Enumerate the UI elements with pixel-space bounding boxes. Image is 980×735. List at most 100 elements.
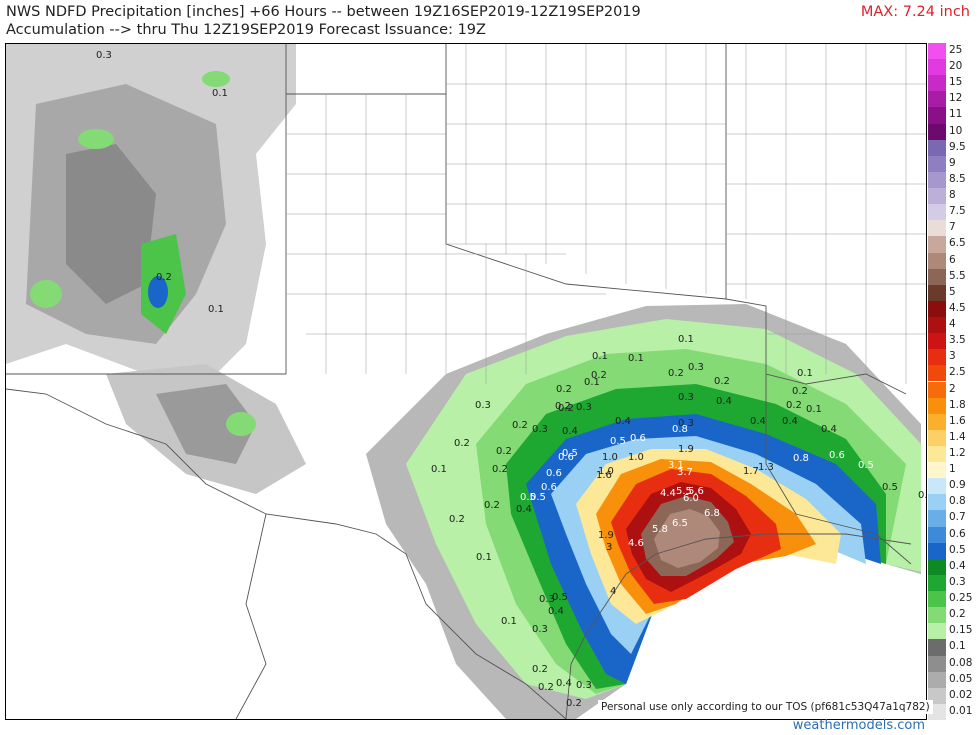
county-grid <box>286 44 926 384</box>
legend-swatch <box>928 300 946 317</box>
legend-swatch <box>928 252 946 269</box>
legend-swatch <box>928 188 946 205</box>
legend-entry: 0.5 <box>928 542 976 559</box>
precip-value-label: 0.2 <box>512 420 528 431</box>
legend-entry: 12 <box>928 91 976 108</box>
legend-swatch <box>928 139 946 156</box>
precip-value-label: 0.3 <box>539 594 555 605</box>
legend-swatch <box>928 445 946 463</box>
legend-swatch <box>928 268 946 285</box>
legend-swatch <box>928 526 946 543</box>
precip-value-label: 1.9 <box>678 444 694 455</box>
legend-entry: 6.5 <box>928 236 976 253</box>
legend-entry: 0.15 <box>928 623 976 640</box>
legend-label: 2 <box>949 382 956 395</box>
legend-swatch <box>928 429 946 446</box>
precipitation-map: 0.3 0.1 0.2 0.1 0.1 0.1 0.1 0.2 0.3 0.1 0.2 0.1 0.2 0… <box>5 43 927 720</box>
precip-value-label: 0.5 <box>562 448 578 459</box>
legend-entry: 25 <box>928 43 976 60</box>
legend-swatch <box>928 317 946 334</box>
legend-entry: 0.6 <box>928 526 976 543</box>
legend-swatch <box>928 478 946 495</box>
precip-value-label: 0.3 <box>96 50 112 61</box>
legend-entry: 4 <box>928 317 976 334</box>
precip-value-label: 0.1 <box>592 351 608 362</box>
precip-value-label: 0.2 <box>591 370 607 381</box>
legend-entry: 0.9 <box>928 478 976 495</box>
legend-label: 12 <box>949 92 963 105</box>
legend-label: 0.2 <box>949 608 966 621</box>
legend-label: 1.2 <box>949 446 966 459</box>
legend-swatch <box>928 655 946 672</box>
precip-value-label: 0.5 <box>882 482 898 493</box>
precip-value-label: 3.7 <box>677 467 693 478</box>
legend-swatch <box>928 107 946 124</box>
precip-value-label: 1.9 <box>598 530 614 541</box>
precip-value-label: 0.2 <box>156 272 172 283</box>
precip-value-label: 0.2 <box>558 403 574 414</box>
precip-value-label: 5.8 <box>652 524 668 535</box>
legend-entry: 0.08 <box>928 655 976 672</box>
precip-value-label: 0.2 <box>532 664 548 675</box>
legend-entry: 20 <box>928 59 976 76</box>
legend-label: 3.5 <box>949 334 966 347</box>
precip-value-label: 0.2 <box>668 368 684 379</box>
legend-entry: 0.02 <box>928 687 976 704</box>
legend-label: 0.7 <box>949 511 966 524</box>
legend-swatch <box>928 558 946 575</box>
nm-precip-patches <box>30 71 256 436</box>
legend-label: 11 <box>949 108 963 121</box>
legend-entry: 1.8 <box>928 397 976 414</box>
precip-value-label: 5.6 <box>688 486 704 497</box>
precip-value-label: 0.1 <box>431 464 447 475</box>
legend-swatch <box>928 171 946 189</box>
legend-label: 0.02 <box>949 688 973 701</box>
legend-swatch <box>928 413 946 430</box>
legend-label: 7.5 <box>949 205 966 218</box>
legend-swatch <box>928 591 946 608</box>
legend-label: 8 <box>949 189 956 202</box>
precip-value-label: 0.5 <box>858 460 874 471</box>
precip-value-label: 0.8 <box>793 453 809 464</box>
precip-value-label: 1.6 <box>596 470 612 481</box>
legend-entry: 3.5 <box>928 333 976 350</box>
legend-swatch <box>928 59 946 76</box>
precip-value-label: 1.0 <box>598 466 614 477</box>
site-footer-link[interactable]: weathermodels.com <box>792 718 925 733</box>
precip-value-label: 0.5 <box>520 492 536 503</box>
legend-swatch <box>928 204 946 221</box>
precip-value-label: 0.6 <box>546 468 562 479</box>
legend-entry: 15 <box>928 75 976 92</box>
legend-label: 25 <box>949 44 963 56</box>
legend-label: 6 <box>949 253 956 266</box>
precip-value-labels: 0.30.10.20.10.10.1 0.10.20.30.10.20.1 0.20… <box>96 50 926 709</box>
legend-swatch <box>928 687 946 704</box>
legend-entry: 1 <box>928 462 976 479</box>
legend-entry: 0.25 <box>928 591 976 608</box>
legend-label: 1.6 <box>949 414 966 427</box>
legend-entry: 2.5 <box>928 365 976 382</box>
legend-swatch <box>928 333 946 350</box>
legend-entry: 11 <box>928 107 976 124</box>
legend-label: 5.5 <box>949 269 966 282</box>
precip-value-label: 4 <box>610 586 616 597</box>
precip-value-label: 1.3 <box>758 462 774 473</box>
precip-value-label: 0.1 <box>584 377 600 388</box>
legend-entry: 9 <box>928 155 976 172</box>
precip-value-label: 0.3 <box>678 418 694 429</box>
legend-swatch <box>928 236 946 253</box>
legend-entry: 1.2 <box>928 445 976 463</box>
legend-label: 0.01 <box>949 704 973 717</box>
precip-value-label: 0.5 <box>610 436 626 447</box>
legend-label: 0.25 <box>949 592 973 605</box>
map-title-line-2: Accumulation --> thru Thu 12Z19SEP2019 F… <box>6 22 486 38</box>
precip-value-label: 0.1 <box>212 88 228 99</box>
precip-value-label: 0.6 <box>630 433 646 444</box>
legend-entry: 10 <box>928 123 976 140</box>
legend-entry: 2 <box>928 381 976 398</box>
legend-swatch <box>928 623 946 640</box>
legend-entry: 6 <box>928 252 976 269</box>
legend-entry: 0.01 <box>928 703 976 720</box>
legend-swatch <box>928 91 946 108</box>
legend-swatch <box>928 155 946 172</box>
